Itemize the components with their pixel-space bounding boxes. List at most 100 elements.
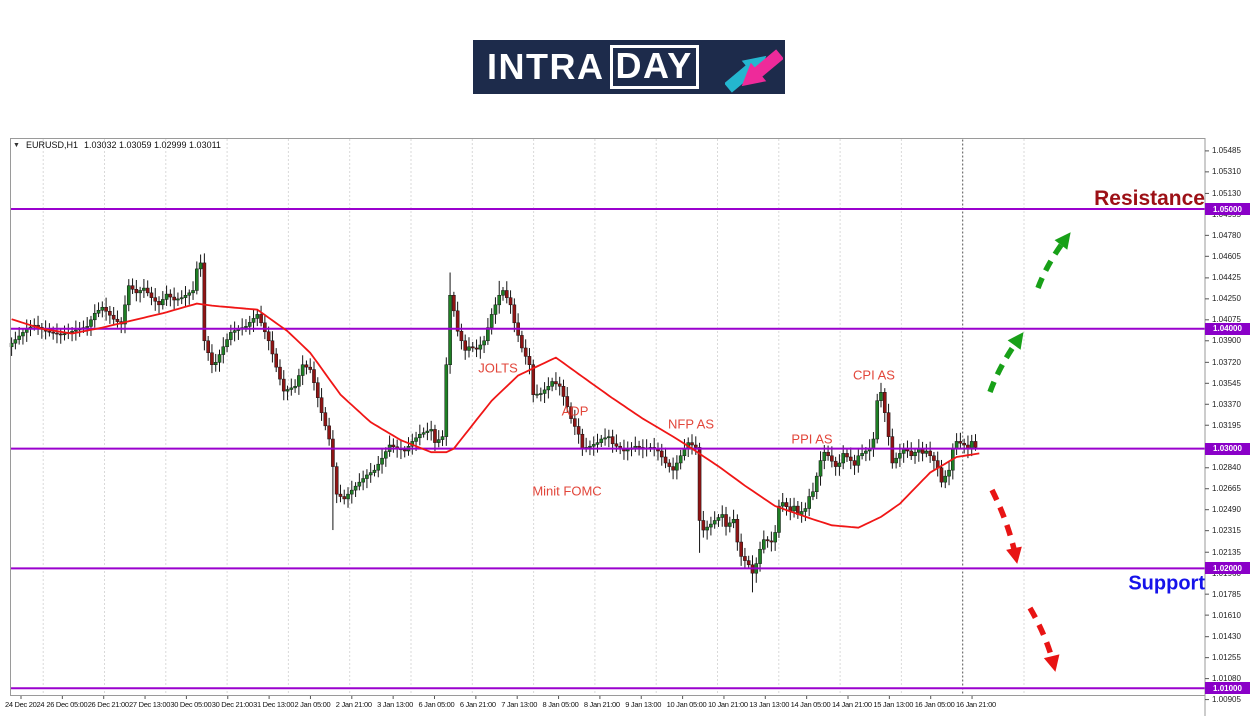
candle — [149, 286, 154, 306]
candle-body-bear — [312, 369, 316, 383]
candle-body-bear — [663, 456, 668, 464]
candle — [920, 441, 925, 462]
candle-body-bear — [157, 300, 161, 306]
symbol-dropdown-icon[interactable]: ▼ — [13, 141, 20, 149]
candle-body-bear — [108, 310, 112, 316]
candle-body-bear — [833, 460, 838, 467]
logo-text-intra: INTRA — [487, 46, 605, 87]
candle — [421, 427, 426, 438]
candle-body-bull — [183, 295, 188, 298]
event-label: CPI AS — [853, 367, 895, 383]
time-tick-label: 26 Dec 21:00 — [87, 700, 129, 709]
candle — [259, 305, 263, 327]
candle-body-bear — [459, 330, 464, 342]
price-badge: 1.01000 — [1205, 682, 1250, 695]
candle-body-bull — [232, 330, 237, 333]
candle — [327, 417, 331, 446]
trend-arrows — [987, 232, 1071, 672]
candle — [315, 377, 320, 408]
candle-body-bull — [489, 314, 494, 328]
candle — [728, 516, 732, 533]
candle-body-bull — [607, 436, 611, 439]
candle-body-bull — [384, 451, 388, 459]
candle — [376, 455, 381, 478]
time-tick-label: 2 Jan 05:00 — [294, 700, 331, 709]
candle — [36, 315, 40, 335]
price-tick-label: 1.04605 — [1212, 251, 1241, 261]
candle-body-bear — [130, 285, 135, 290]
candle-body-bear — [402, 449, 407, 452]
candle — [66, 323, 71, 340]
candle — [142, 278, 146, 298]
candle — [724, 506, 728, 536]
candle — [512, 298, 517, 333]
time-tick-label: 31 Dec 13:00 — [253, 700, 295, 709]
candle-body-bear — [523, 347, 528, 357]
candle — [860, 444, 864, 460]
price-tick-label: 1.03195 — [1212, 420, 1241, 430]
support-label: Support — [1128, 572, 1205, 595]
candle-body-bear — [565, 396, 570, 407]
candle — [807, 488, 811, 517]
candle — [607, 429, 611, 448]
candle — [482, 335, 486, 354]
candle-body-bull — [807, 496, 811, 509]
candle — [625, 441, 630, 461]
price-tick-label: 1.01430 — [1212, 632, 1241, 642]
candle — [365, 469, 369, 489]
candle-body-bear — [765, 539, 770, 542]
candle-body-bull — [17, 335, 21, 340]
candle-body-bear — [58, 333, 63, 336]
candle-body-bear — [134, 289, 139, 294]
candle — [474, 339, 479, 358]
candle-body-bear — [852, 460, 857, 466]
candle-body-bear — [149, 292, 154, 298]
candle — [879, 382, 883, 408]
candle — [584, 437, 588, 453]
candle-body-bull — [229, 332, 233, 340]
candle — [145, 280, 150, 297]
candle-body-bull — [716, 517, 721, 521]
candle-body-bear — [569, 406, 573, 419]
candle — [659, 443, 664, 466]
candle — [633, 436, 638, 452]
candle-body-bear — [826, 451, 830, 457]
candle-body-bull — [497, 295, 502, 306]
candle — [508, 290, 513, 314]
candle — [576, 418, 581, 444]
candle-body-bull — [625, 449, 630, 452]
candle — [168, 289, 173, 307]
candle — [796, 501, 800, 519]
candle-body-bear — [115, 318, 120, 322]
candle — [387, 435, 392, 457]
candle — [818, 451, 823, 486]
candle-body-bear — [342, 496, 347, 500]
candle — [353, 482, 358, 497]
logo-arrows-icon — [725, 49, 783, 93]
candle-body-bull — [376, 463, 381, 471]
candle-body-bull — [712, 520, 717, 525]
candle — [954, 433, 959, 456]
candle-body-bull — [898, 453, 902, 459]
candle-body-bear — [769, 540, 774, 543]
candle — [746, 555, 751, 569]
price-tick-label: 1.02315 — [1212, 526, 1241, 536]
candle — [429, 420, 433, 441]
candle-body-bear — [172, 296, 176, 301]
candle-body-bull — [720, 514, 725, 518]
candle — [418, 424, 422, 446]
time-tick-label: 30 Dec 21:00 — [211, 700, 253, 709]
price-tick-label: 1.05485 — [1212, 146, 1241, 156]
candle — [448, 272, 452, 374]
candle-body-bull — [678, 455, 683, 464]
candle — [297, 368, 301, 395]
candle — [338, 484, 343, 503]
price-tick-label: 1.01785 — [1212, 589, 1241, 599]
candle-body-bull — [346, 493, 350, 500]
candle-body-bear — [263, 322, 267, 333]
candle — [901, 443, 906, 463]
candle — [183, 286, 188, 307]
candle — [157, 296, 161, 314]
candle — [119, 317, 124, 334]
